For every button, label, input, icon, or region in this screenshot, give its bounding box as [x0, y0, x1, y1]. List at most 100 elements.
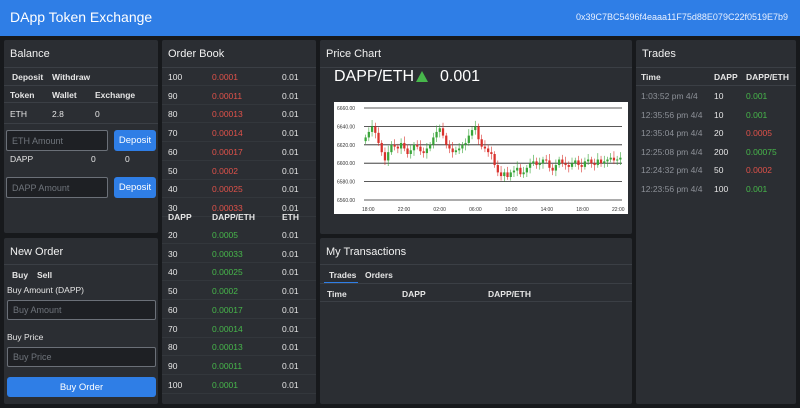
sell-order-amount: 100 [168, 72, 183, 82]
buy-order-price: 0.00017 [212, 304, 243, 315]
trade-amount: 50 [714, 165, 724, 175]
tab-buy[interactable]: Buy [12, 270, 29, 280]
candle-body [616, 159, 619, 161]
sell-order-price: 0.0002 [212, 165, 238, 176]
candle-body [532, 161, 535, 164]
candle-body [370, 126, 374, 132]
candle-body [445, 135, 448, 145]
candle-body [454, 150, 458, 153]
tab-sell[interactable]: Sell [37, 270, 53, 280]
trade-price: 0.001 [746, 109, 768, 120]
trade-price: 0.0002 [746, 165, 772, 175]
sell-order-row[interactable]: 40 0.00025 0.01 [162, 180, 316, 199]
candle-body [596, 159, 599, 166]
sell-order-amount: 40 [168, 184, 178, 195]
y-tick-label: 6620.00 [337, 143, 355, 149]
trade-amount: 100 [714, 183, 729, 194]
candle-body [474, 126, 477, 131]
sell-order-amount: 30 [168, 202, 178, 213]
candle-body [483, 146, 487, 149]
candle-body [577, 160, 580, 166]
buy-order-row[interactable]: 80 0.00013 0.01 [162, 338, 316, 357]
tab-withdraw[interactable]: Withdraw [52, 72, 91, 82]
buy-order-row[interactable]: 100 0.0001 0.01 [162, 376, 316, 394]
candle-body [458, 148, 461, 151]
x-tick-label: 18:00 [362, 207, 375, 213]
candle-body [538, 163, 541, 166]
candle-body [519, 167, 522, 175]
candle-body [564, 163, 567, 166]
buy-order-row[interactable]: 40 0.00025 0.01 [162, 263, 316, 282]
buy-order-price: 0.00025 [212, 267, 243, 278]
sell-order-row[interactable]: 60 0.00017 0.01 [162, 143, 316, 161]
sell-order-row[interactable]: 30 0.00033 0.01 [162, 199, 316, 217]
buy-order-row[interactable]: 70 0.00014 0.01 [162, 320, 316, 338]
trade-row: 12:35:04 pm 4/4 20 0.0005 [636, 124, 796, 142]
buy-order-amount: 90 [168, 360, 178, 371]
sell-order-eth: 0.01 [282, 146, 299, 157]
buy-order-price: 0.00014 [212, 323, 243, 334]
buy-order-eth: 0.01 [282, 248, 299, 259]
candle-body [496, 165, 499, 173]
buy-order-button[interactable]: Buy Order [7, 377, 156, 397]
header-token: Token [10, 90, 35, 100]
tab-orders[interactable]: Orders [365, 270, 393, 280]
candle-body [438, 128, 441, 132]
dapp-token: DAPP [10, 154, 34, 164]
eth-deposit-button[interactable]: Deposit [114, 130, 156, 151]
tab-deposit[interactable]: Deposit [12, 72, 44, 82]
dapp-amount-input[interactable]: DAPP Amount [6, 177, 108, 198]
sell-order-row[interactable]: 80 0.00013 0.01 [162, 105, 316, 124]
last-price: 0.001 [440, 68, 481, 85]
candle-body [393, 144, 396, 147]
sell-order-amount: 60 [168, 146, 178, 157]
dapp-deposit-button[interactable]: Deposit [114, 177, 156, 198]
account-address[interactable]: 0x39C7BC5496f4eaaa11F75d88E079C22f0519E7… [575, 12, 788, 22]
trade-time: 12:35:04 pm 4/4 [641, 128, 703, 138]
candle-body [416, 144, 419, 147]
candle-body [612, 157, 616, 161]
sell-order-row[interactable]: 70 0.00014 0.01 [162, 124, 316, 143]
candle-body [377, 132, 380, 143]
buy-order-eth: 0.01 [282, 323, 299, 334]
candle-body [525, 167, 528, 173]
app-title[interactable]: DApp Token Exchange [10, 9, 153, 25]
buy-order-row[interactable]: 20 0.0005 0.01 [162, 226, 316, 244]
sell-order-eth: 0.01 [282, 109, 299, 120]
buy-order-amount: 30 [168, 248, 178, 259]
candle-body [464, 142, 467, 145]
buy-order-row[interactable]: 50 0.0002 0.01 [162, 282, 316, 301]
trade-row: 12:23:56 pm 4/4 100 0.001 [636, 180, 796, 198]
x-tick-label: 06:00 [469, 207, 482, 213]
y-tick-label: 6580.00 [337, 180, 355, 186]
y-tick-label: 6560.00 [337, 198, 355, 204]
trade-amount: 20 [714, 128, 724, 138]
candle-body [461, 144, 464, 149]
eth-exchange-balance: 0 [95, 109, 100, 119]
candle-body [390, 144, 393, 153]
dapp-exchange-balance: 0 [125, 154, 130, 164]
buy-order-row[interactable]: 60 0.00017 0.01 [162, 301, 316, 319]
buy-order-price: 0.00011 [212, 360, 243, 371]
candle-body [383, 152, 387, 161]
sell-order-row[interactable]: 90 0.00011 0.01 [162, 87, 316, 105]
buy-order-row[interactable]: 30 0.00033 0.01 [162, 245, 316, 263]
buy-order-amount: 80 [168, 342, 178, 353]
sell-order-row[interactable]: 50 0.0002 0.01 [162, 162, 316, 180]
candle-body [580, 165, 583, 167]
ob-header-price: DAPP/ETH [212, 212, 255, 222]
trade-amount: 200 [714, 146, 729, 157]
buy-price-input[interactable]: Buy Price [7, 347, 156, 367]
sell-order-row[interactable]: 100 0.0001 0.01 [162, 68, 316, 86]
header-exchange: Exchange [95, 90, 136, 100]
sell-order-eth: 0.01 [282, 72, 299, 82]
eth-amount-input[interactable]: ETH Amount [6, 130, 108, 151]
sell-order-eth: 0.01 [282, 165, 299, 176]
buy-order-row[interactable]: 90 0.00011 0.01 [162, 357, 316, 375]
tab-trades[interactable]: Trades [329, 270, 357, 280]
trade-amount: 10 [714, 91, 724, 101]
buy-order-amount: 70 [168, 323, 178, 334]
candle-body [567, 165, 570, 167]
buy-amount-input[interactable]: Buy Amount [7, 300, 156, 320]
candle-body [554, 165, 558, 171]
